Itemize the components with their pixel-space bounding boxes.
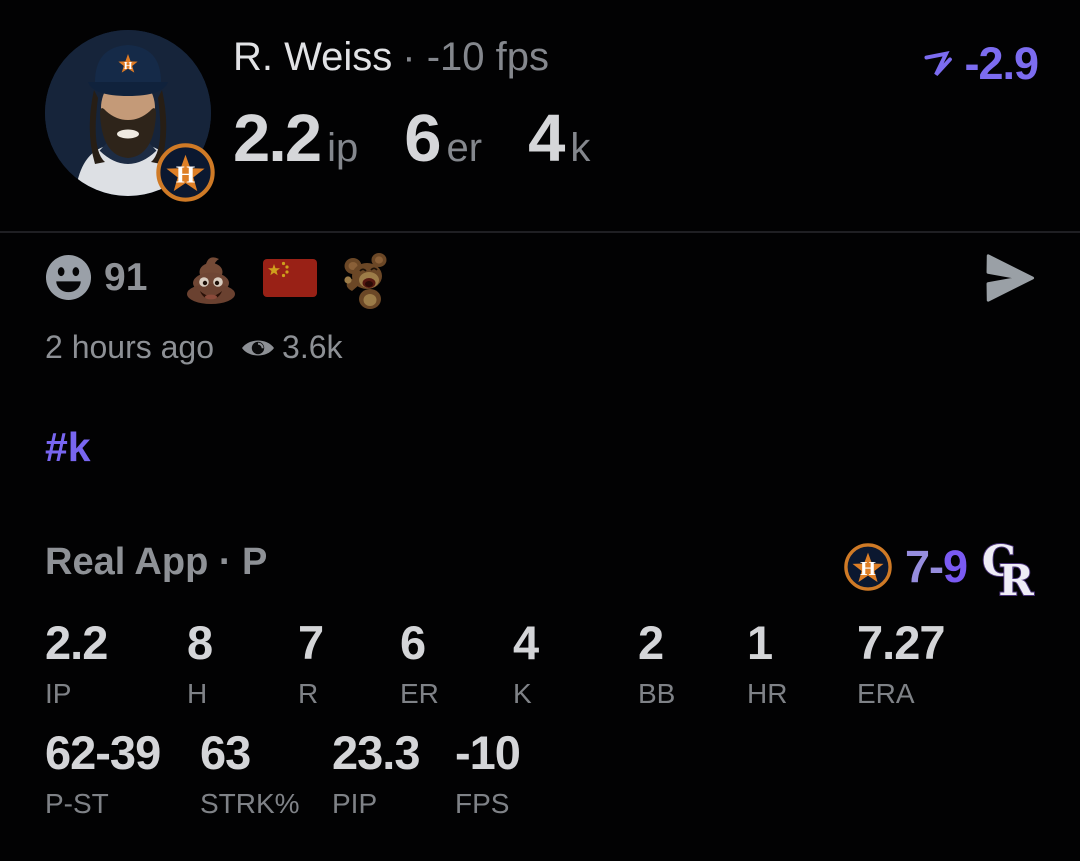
stat-h-label: H: [187, 677, 208, 709]
stat-er-label: ER: [400, 677, 439, 709]
stat-ip-label: IP: [45, 677, 72, 709]
game-score: 7-9: [904, 541, 968, 593]
headline-stats: 2.2 ip 6 er 4 k: [233, 100, 590, 177]
section-divider: [0, 231, 1080, 233]
stat-pip-label: PIP: [332, 787, 378, 819]
stat-strk-label: STRK%: [200, 787, 300, 819]
stat-r-label: R: [298, 677, 319, 709]
headline-k-unit: k: [570, 126, 591, 170]
hashtag-link[interactable]: #k: [45, 424, 91, 470]
svg-text:H: H: [860, 558, 876, 580]
boxscore-title: Real App · P: [45, 541, 268, 583]
player-avatar[interactable]: H: [45, 30, 211, 196]
send-icon: [986, 254, 1035, 302]
headline-k-value: 4: [528, 101, 565, 176]
fps-delta: -2.9: [922, 38, 1039, 90]
down-delta-icon: [924, 50, 953, 76]
stat-pip-value: 23.3: [332, 726, 420, 779]
post-meta-row: 2 hours ago 3.6k: [45, 329, 343, 366]
player-photo-icon: H: [45, 30, 211, 196]
headline-er-value: 6: [404, 101, 441, 176]
smiley-reaction-icon: [45, 254, 92, 301]
stat-k-value: 4: [513, 616, 539, 669]
stat-strk-value: 63: [200, 726, 251, 779]
eye-icon: [242, 340, 275, 355]
stat-hr-value: 1: [747, 616, 773, 669]
stat-hr: 1 HR: [747, 617, 787, 710]
svg-text:H: H: [176, 162, 195, 189]
jerry-mouse-sticker[interactable]: [340, 250, 396, 310]
stat-ip-value: 2.2: [45, 616, 108, 669]
astros-logo: H: [156, 143, 215, 202]
stat-k-label: K: [513, 677, 532, 709]
smiley-reaction-button[interactable]: [45, 254, 92, 301]
stat-er-value: 6: [400, 616, 426, 669]
jerry-mouse-icon: [344, 253, 387, 309]
stat-era-label: ERA: [857, 677, 915, 709]
stat-er: 6 ER: [400, 617, 439, 710]
svg-text:R: R: [998, 556, 1034, 597]
stat-ip: 2.2 IP: [45, 616, 108, 710]
player-fps-meta: · -10 fps: [402, 35, 549, 79]
player-name[interactable]: R. Weiss: [233, 35, 393, 79]
svg-text:C: C: [982, 537, 1016, 587]
stat-era: 7.27 ERA: [857, 616, 945, 710]
send-button[interactable]: [980, 252, 1038, 304]
poop-emoji-icon: [187, 257, 235, 304]
headline-stat-ip: 2.2 ip: [233, 100, 358, 177]
score-away: 7-: [904, 541, 944, 592]
stat-fps-label: FPS: [455, 787, 510, 819]
player-name-line[interactable]: R. Weiss · -10 fps: [233, 34, 549, 80]
headline-ip-value: 2.2: [233, 101, 322, 176]
stat-fps-value: -10: [455, 726, 521, 779]
stat-strk: 63 STRK%: [200, 727, 300, 820]
stat-bb-value: 2: [638, 616, 664, 669]
headline-stat-k: 4 k: [528, 100, 590, 177]
headline-er-unit: er: [446, 126, 483, 170]
stat-fps: -10 FPS: [455, 726, 521, 820]
stat-r-value: 7: [298, 616, 324, 669]
score-home: 9: [942, 541, 968, 592]
poop-emoji[interactable]: [184, 250, 238, 306]
stat-pst-label: P-ST: [45, 787, 109, 819]
stat-pst: 62-39 P-ST: [45, 726, 161, 820]
stat-bb-label: BB: [638, 677, 676, 709]
reaction-count: 91: [104, 256, 148, 299]
china-flag-icon: [263, 259, 317, 297]
game-score-lockup: H 7-9 C R: [844, 537, 1038, 597]
svg-text:H: H: [124, 60, 133, 72]
china-flag-emoji[interactable]: [263, 259, 317, 297]
headline-ip-unit: ip: [327, 126, 359, 170]
rockies-logo: C R: [981, 537, 1035, 597]
view-count: 3.6k: [282, 329, 343, 365]
stat-hr-label: HR: [747, 677, 788, 709]
stat-pst-value: 62-39: [45, 726, 161, 779]
stat-bb: 2 BB: [638, 617, 675, 710]
headline-stat-er: 6 er: [404, 100, 482, 177]
stat-h-value: 8: [187, 616, 213, 669]
astros-logo: H: [844, 543, 892, 591]
fps-delta-value: -2.9: [964, 38, 1039, 89]
timestamp: 2 hours ago: [45, 329, 215, 365]
stat-era-value: 7.27: [857, 616, 945, 669]
stat-pip: 23.3 PIP: [332, 726, 420, 820]
